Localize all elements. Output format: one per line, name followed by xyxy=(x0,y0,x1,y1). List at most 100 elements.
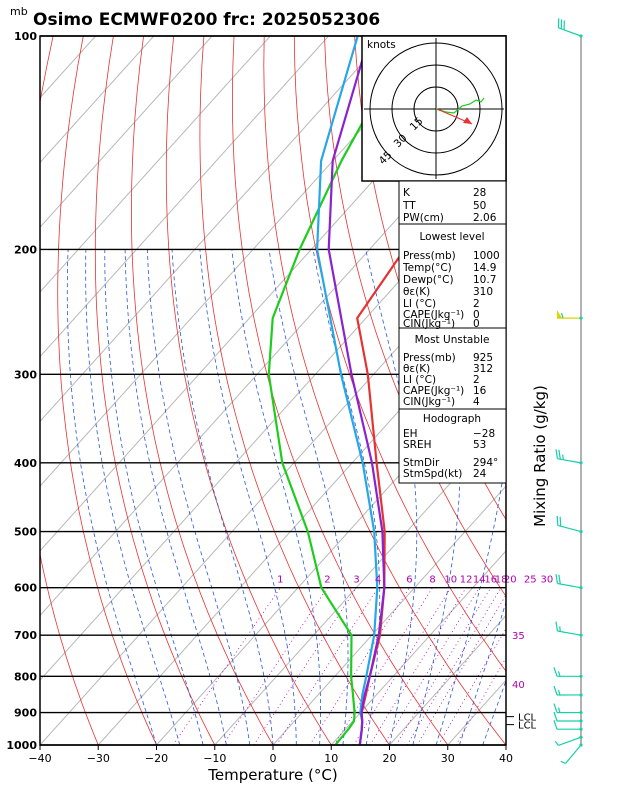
stmdir-value: 294° xyxy=(473,457,498,469)
ll-li-label: LI (°C) xyxy=(403,298,436,310)
dry-adiabat xyxy=(231,36,449,745)
wind-barb-dot xyxy=(579,586,583,590)
mixing-ratio-line xyxy=(222,587,328,745)
mixing-ratio-label: 30 xyxy=(541,575,554,586)
ll-dewp-label: Dewp(°C) xyxy=(403,274,454,286)
pressure-tick-label: 200 xyxy=(14,243,37,256)
wind-barb-dot xyxy=(579,743,583,747)
dry-adiabat xyxy=(130,36,274,745)
wind-barb-half-flag xyxy=(557,671,561,677)
stmspd-label: StmSpd(kt) xyxy=(403,468,462,480)
hodograph-params-header: Hodograph xyxy=(423,413,481,425)
wind-barb-flag xyxy=(555,621,558,632)
wind-barb-shaft xyxy=(557,582,582,589)
temperature-tick-label: −10 xyxy=(203,752,226,765)
background-lines xyxy=(40,36,618,745)
wind-barb-half-flag xyxy=(562,454,564,460)
stmspd-value: 24 xyxy=(473,468,487,480)
mu-cin-value: 4 xyxy=(473,396,480,408)
wind-barb-half-flag xyxy=(557,707,561,713)
temperature-tick-label: 0 xyxy=(270,752,277,765)
wind-barb xyxy=(554,735,583,746)
profile-lines xyxy=(267,36,506,745)
wind-barb-shaft xyxy=(557,458,582,464)
isotherm-line xyxy=(40,36,213,228)
stmdir-label: StmDir xyxy=(403,457,440,469)
mixing-ratio-label: 16 xyxy=(484,575,497,586)
wind-barb-flag xyxy=(553,720,558,730)
pressure-unit-label: mb xyxy=(10,5,28,18)
dry-adiabat xyxy=(165,36,332,745)
dry-adiabat xyxy=(40,36,99,745)
moist-adiabat xyxy=(231,249,321,745)
mixing-ratio-line xyxy=(369,587,467,745)
wind-barb-flag xyxy=(553,711,558,722)
wind-barb-flag xyxy=(553,667,558,677)
isotherm-line xyxy=(330,550,506,745)
wind-barb-dot xyxy=(579,316,583,320)
mu-li-value: 2 xyxy=(473,374,480,386)
dry-adiabat xyxy=(57,36,157,745)
index-pw-label: PW(cm) xyxy=(403,212,444,224)
isotherm-line xyxy=(40,36,271,293)
hodograph-unit-label: knots xyxy=(367,39,396,51)
index-tt-value: 50 xyxy=(473,200,486,212)
moist-adiabat xyxy=(199,249,297,745)
dry-adiabat xyxy=(566,36,618,745)
moist-adiabat xyxy=(365,249,418,745)
eh-value: −28 xyxy=(473,428,495,440)
indices-panel: K 28 TT 50 PW(cm) 2.06 Lowest level Pres… xyxy=(398,180,507,484)
moist-adiabat xyxy=(104,249,204,745)
wind-barb xyxy=(555,449,583,465)
wind-barb-flag xyxy=(559,516,562,527)
temperature-tick-label: −30 xyxy=(87,752,110,765)
most-unstable-header: Most Unstable xyxy=(415,334,490,346)
wind-barb xyxy=(555,621,583,637)
mu-cape-value: 16 xyxy=(473,385,487,397)
wind-barb xyxy=(553,711,583,723)
ll-temp-value: 14.9 xyxy=(473,262,496,274)
isotherm-line xyxy=(40,226,506,745)
lowest-level-header: Lowest level xyxy=(419,231,484,243)
pressure-tick-label: 500 xyxy=(14,526,37,539)
isotherm-line xyxy=(564,36,618,745)
mixing-ratio-label: 18 xyxy=(495,575,508,586)
mu-cape-label: CAPE(Jkg⁻¹) xyxy=(403,385,464,397)
ll-cin-value: 0 xyxy=(473,318,480,330)
wind-barb-shaft xyxy=(557,524,582,533)
wind-barb-dot xyxy=(579,727,583,731)
ll-press-label: Press(mb) xyxy=(403,250,456,262)
moist-adiabat xyxy=(268,249,349,745)
mixing-ratio-label: 6 xyxy=(406,575,412,586)
wind-barb-dot xyxy=(579,710,583,715)
mu-press-value: 925 xyxy=(473,352,493,364)
parcel-profile-2 xyxy=(327,36,386,745)
mixing-ratio-label: 14 xyxy=(473,575,486,586)
mu-press-label: Press(mb) xyxy=(403,352,456,364)
moist-adiabat xyxy=(66,249,157,745)
dry-adiabat xyxy=(596,36,618,745)
temperature-axis: −40 −30 −20 −10 0 10 20 30 40 xyxy=(28,745,513,765)
mixing-ratio-label: 8 xyxy=(429,575,435,586)
theta-e-label: 40 xyxy=(512,680,525,691)
moist-adiabat xyxy=(312,249,381,745)
dewpoint-profile xyxy=(267,36,412,745)
index-k-value: 28 xyxy=(473,187,486,199)
hodograph-inset: knots 15 30 45 xyxy=(361,35,507,182)
wind-barb-shaft xyxy=(557,630,582,636)
temperature-tick-label: −20 xyxy=(145,752,168,765)
ll-temp-label: Temp(°C) xyxy=(402,262,452,274)
mixing-ratio-label: 4 xyxy=(375,575,381,586)
moist-adiabat xyxy=(146,249,251,745)
wind-barb-dot xyxy=(579,34,583,38)
pressure-tick-label: 1000 xyxy=(6,739,37,752)
wind-barb xyxy=(560,743,583,764)
ll-cape-value: 0 xyxy=(473,309,480,321)
wind-barb xyxy=(556,310,583,320)
mixing-ratio-label: 20 xyxy=(504,575,517,586)
moist-adiabat xyxy=(171,249,274,745)
isotherm-line xyxy=(40,36,446,487)
wind-barb xyxy=(557,18,583,38)
isotherm-line xyxy=(40,161,506,682)
ll-thetae-label: θε(K) xyxy=(403,286,430,298)
